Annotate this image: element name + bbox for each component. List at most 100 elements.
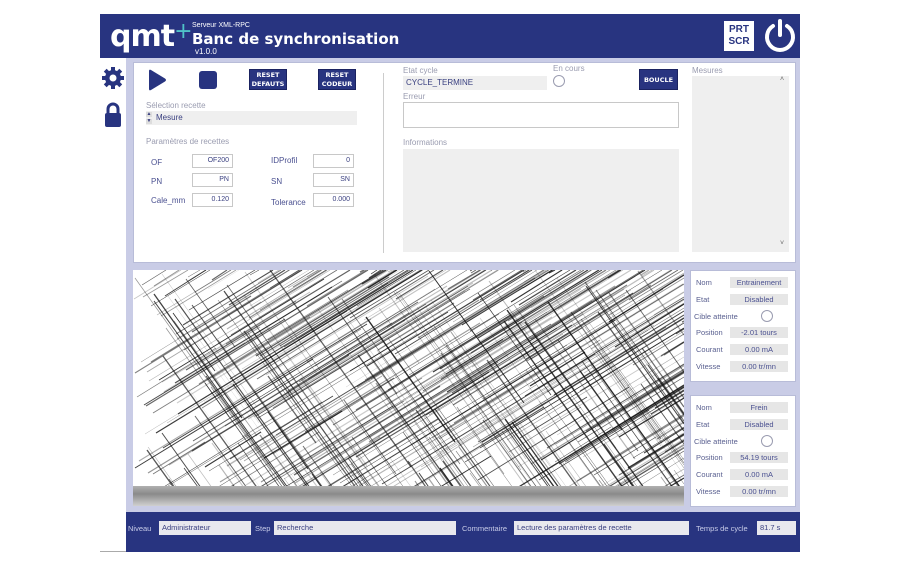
scratch <box>387 317 571 431</box>
scratch <box>635 408 684 476</box>
scratch <box>530 284 628 345</box>
scratch <box>306 270 367 307</box>
spin-up-icon[interactable]: ▲ <box>146 111 152 117</box>
stop-button[interactable] <box>199 71 217 89</box>
pn-input[interactable]: PN <box>192 173 233 187</box>
scratch <box>196 326 261 366</box>
scratch <box>546 283 684 369</box>
scratch <box>150 270 301 363</box>
scratch <box>446 270 646 393</box>
vit-field: 0.00 tr/mn <box>730 486 788 497</box>
scratch <box>272 386 383 455</box>
btn-line: RESET <box>256 71 280 79</box>
scratch <box>534 270 663 349</box>
scratch <box>582 394 684 458</box>
scratch <box>366 270 525 367</box>
scratch <box>244 271 318 375</box>
scratch <box>556 277 612 354</box>
scratch <box>205 375 300 506</box>
scratch <box>440 359 562 434</box>
nom-field: Frein <box>730 402 788 413</box>
scroll-up-icon[interactable]: ˄ <box>780 76 785 83</box>
vit-label: Vitesse <box>696 362 721 371</box>
scratch <box>225 300 297 345</box>
scratch <box>433 325 563 506</box>
print-screen-button[interactable]: PRT SCR <box>724 21 754 51</box>
btn-line: RESET <box>325 71 349 79</box>
scratch <box>394 270 533 355</box>
idprofil-input[interactable]: 0 <box>313 154 354 168</box>
scratch <box>185 278 236 348</box>
scratch <box>203 276 408 403</box>
lock-icon[interactable] <box>104 102 122 128</box>
params-label: Paramètres de recettes <box>146 137 230 146</box>
step-label: Step <box>255 524 271 533</box>
scratch <box>614 303 684 348</box>
scratch <box>306 328 362 363</box>
scratch <box>564 409 650 463</box>
power-icon[interactable] <box>762 18 798 54</box>
scratch <box>187 270 201 278</box>
scratch <box>348 288 625 459</box>
scratch <box>254 270 395 356</box>
scratch <box>556 356 684 436</box>
scratch <box>432 270 600 373</box>
scratch <box>349 311 449 372</box>
tolerance-input[interactable]: 0.000 <box>313 193 354 207</box>
mesures-label: Mesures <box>692 66 723 75</box>
scratch <box>584 326 684 466</box>
scratch <box>175 270 282 335</box>
cible-label: Cible atteinte <box>694 437 738 446</box>
etat-field: Disabled <box>730 419 788 430</box>
vit-label: Vitesse <box>696 487 721 496</box>
scratch <box>664 439 684 453</box>
play-button[interactable] <box>147 69 167 91</box>
scratch <box>294 371 490 492</box>
scratch <box>618 368 684 461</box>
cour-field: 0.00 mA <box>730 344 788 355</box>
gear-icon[interactable] <box>101 66 125 90</box>
scratch <box>387 270 585 391</box>
scratch <box>601 440 684 492</box>
spin-down-icon[interactable]: ▼ <box>146 118 152 124</box>
scratch <box>359 270 365 273</box>
scratch <box>248 270 328 319</box>
mesures-list[interactable] <box>692 76 789 252</box>
scratch <box>530 270 593 309</box>
scratch <box>375 382 464 506</box>
server-label: Serveur XML-RPC <box>192 22 250 29</box>
scratch <box>370 270 378 275</box>
scratch <box>272 270 499 409</box>
scratch <box>247 332 373 506</box>
status-bar: Niveau Administrateur Step Recherche Com… <box>126 512 800 552</box>
reset-codeur-button[interactable]: RESET CODEUR <box>318 69 356 90</box>
scratch <box>282 317 418 506</box>
scratch <box>160 270 237 317</box>
scratch <box>481 317 684 443</box>
boucle-button[interactable]: BOUCLE <box>639 69 678 90</box>
scratch <box>506 384 684 495</box>
scratch <box>525 292 634 360</box>
pos-label: Position <box>696 453 723 462</box>
scratch <box>677 413 684 424</box>
scratch <box>174 286 333 384</box>
divider <box>100 551 126 552</box>
recipe-spinbox[interactable]: Mesure <box>146 111 357 125</box>
sn-input[interactable]: SN <box>313 173 354 187</box>
scratch <box>643 427 684 454</box>
reset-defauts-button[interactable]: RESET DEFAUTS <box>249 69 287 90</box>
scratch <box>346 317 415 413</box>
scratch <box>257 270 280 284</box>
scratch <box>526 327 583 362</box>
scratch <box>504 289 632 368</box>
scratch <box>279 270 405 347</box>
scroll-down-icon[interactable]: ˅ <box>780 240 785 247</box>
scratch <box>546 299 684 386</box>
scratch <box>484 270 549 310</box>
scratch <box>298 270 411 339</box>
cale-input[interactable]: 0.120 <box>192 193 233 207</box>
of-input[interactable]: OF200 <box>192 154 233 168</box>
scratch <box>417 299 480 339</box>
scratch <box>253 282 474 418</box>
idprofil-label: IDProfil <box>271 156 298 165</box>
